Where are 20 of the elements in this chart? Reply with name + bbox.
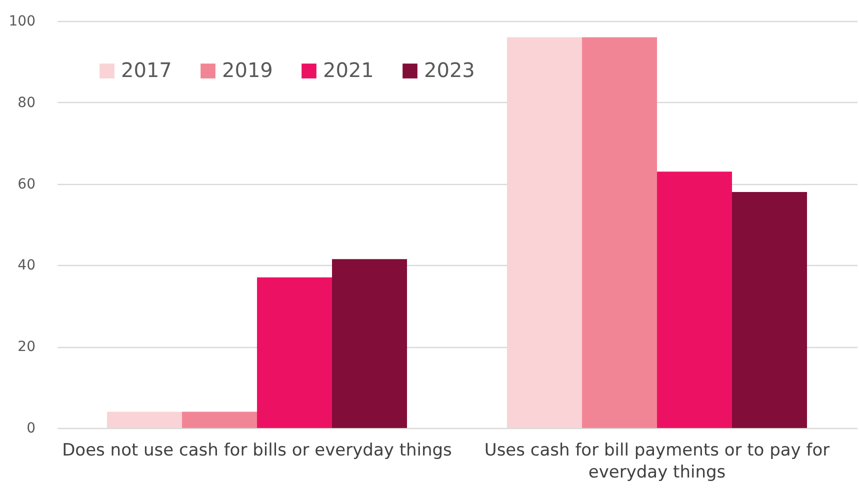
bar — [582, 37, 657, 428]
x-tick-label: Uses cash for bill payments or to pay for everyday things — [484, 440, 830, 482]
y-tick-label: 20 — [18, 339, 36, 356]
legend-label: 2019 — [222, 58, 273, 82]
y-tick-label: 100 — [8, 14, 36, 30]
bar — [732, 192, 807, 428]
x-tick-label: Does not use cash for bills or everyday things — [62, 440, 452, 460]
y-tick-label: 40 — [18, 258, 36, 274]
bar — [182, 412, 257, 428]
bar — [107, 412, 182, 428]
legend-label: 2021 — [323, 58, 374, 82]
y-tick-label: 0 — [26, 420, 36, 436]
bar — [257, 277, 332, 428]
legend-label: 2017 — [121, 58, 172, 82]
bar — [507, 37, 582, 428]
bar — [657, 172, 732, 428]
y-tick-label: 60 — [18, 176, 36, 192]
y-tick-label: 80 — [18, 94, 36, 111]
bar — [332, 259, 407, 428]
legend-label: 2023 — [424, 58, 475, 82]
